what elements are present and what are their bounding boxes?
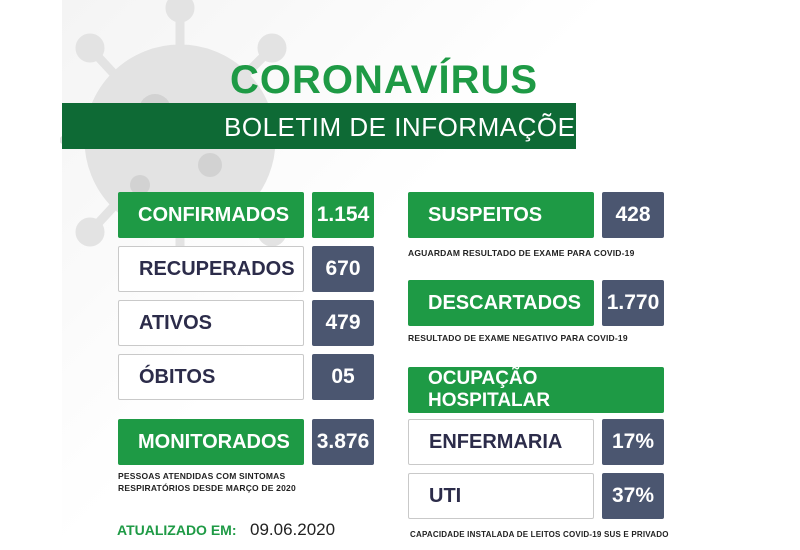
updated-label: ATUALIZADO EM: (117, 522, 237, 538)
monitored-note-line-1: PESSOAS ATENDIDAS COM SINTOMAS (118, 471, 286, 481)
recovered-label: RECUPERADOS (118, 246, 304, 292)
updated-date: 09.06.2020 (250, 520, 336, 539)
deaths-value: 05 (312, 354, 374, 400)
subtitle-banner (62, 103, 576, 149)
hospital-occupancy-header: OCUPAÇÃO HOSPITALAR (408, 367, 664, 413)
active-value: 479 (312, 300, 374, 346)
monitored-value: 3.876 (312, 419, 374, 465)
discarded-value: 1.770 (602, 280, 664, 326)
page-subtitle: BOLETIM DE INFORMAÇÕES (224, 112, 594, 142)
suspected-value: 428 (602, 192, 664, 238)
ward-value: 17% (602, 419, 664, 465)
discarded-label: DESCARTADOS (408, 280, 594, 326)
confirmed-label: CONFIRMADOS (118, 192, 304, 238)
discarded-note: RESULTADO DE EXAME NEGATIVO PARA COVID-1… (408, 333, 628, 343)
page-title: CORONAVÍRUS (230, 58, 539, 102)
monitored-label: MONITORADOS (118, 419, 304, 465)
confirmed-value: 1.154 (312, 192, 374, 238)
monitored-note-line-2: RESPIRATÓRIOS DESDE MARÇO DE 2020 (118, 483, 296, 493)
icu-label: UTI (408, 473, 594, 519)
ward-label: ENFERMARIA (408, 419, 594, 465)
icu-value: 37% (602, 473, 664, 519)
suspected-label: SUSPEITOS (408, 192, 594, 238)
deaths-label: ÓBITOS (118, 354, 304, 400)
recovered-value: 670 (312, 246, 374, 292)
active-label: ATIVOS (118, 300, 304, 346)
capacity-note: CAPACIDADE INSTALADA DE LEITOS COVID-19 … (410, 530, 669, 539)
suspected-note: AGUARDAM RESULTADO DE EXAME PARA COVID-1… (408, 248, 635, 258)
